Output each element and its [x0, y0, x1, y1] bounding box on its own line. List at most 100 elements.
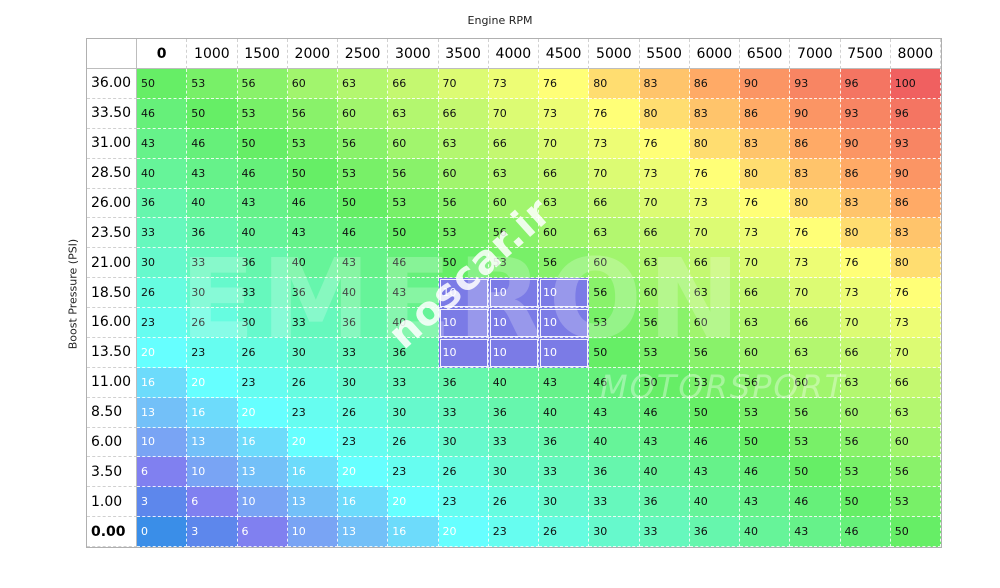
table-cell[interactable]: 43 [137, 128, 188, 159]
table-cell[interactable]: 3 [137, 487, 188, 518]
table-cell[interactable]: 56 [589, 278, 640, 308]
table-cell[interactable]: 53 [890, 487, 941, 518]
table-cell[interactable]: 26 [287, 367, 338, 398]
table-cell[interactable]: 10 [438, 278, 489, 308]
table-cell[interactable]: 20 [287, 427, 338, 458]
table-cell[interactable]: 60 [740, 337, 791, 368]
table-cell[interactable]: 80 [790, 188, 841, 219]
table-cell[interactable]: 70 [689, 218, 740, 249]
boost-row-label-31.00[interactable]: 31.00 [87, 128, 137, 159]
table-cell[interactable]: 76 [840, 248, 891, 279]
boost-row-label-11.00[interactable]: 11.00 [87, 367, 137, 398]
table-cell[interactable]: 46 [338, 218, 389, 249]
table-cell[interactable]: 30 [488, 457, 539, 488]
table-cell[interactable]: 76 [790, 218, 841, 249]
table-cell[interactable]: 63 [589, 218, 640, 249]
table-cell[interactable]: 36 [388, 337, 439, 368]
table-cell[interactable]: 16 [137, 367, 188, 398]
table-cell[interactable]: 23 [137, 308, 188, 338]
table-cell[interactable]: 70 [639, 188, 690, 219]
table-cell[interactable]: 73 [589, 128, 640, 159]
table-cell[interactable]: 36 [689, 517, 740, 547]
rpm-header-5000[interactable]: 5000 [589, 39, 640, 69]
table-cell[interactable]: 23 [388, 457, 439, 488]
boost-row-label-1.00[interactable]: 1.00 [87, 487, 137, 518]
table-cell[interactable]: 66 [790, 308, 841, 338]
table-cell[interactable]: 50 [840, 487, 891, 518]
table-cell[interactable]: 20 [388, 487, 439, 518]
table-cell[interactable]: 83 [740, 128, 791, 159]
rpm-header-6000[interactable]: 6000 [689, 39, 740, 69]
table-cell[interactable]: 46 [237, 158, 288, 189]
table-cell[interactable]: 90 [890, 158, 941, 189]
table-cell[interactable]: 60 [639, 278, 690, 308]
table-cell[interactable]: 16 [237, 427, 288, 458]
table-cell[interactable]: 20 [187, 367, 238, 398]
table-cell[interactable]: 20 [237, 397, 288, 428]
table-cell[interactable]: 76 [539, 69, 590, 99]
table-cell[interactable]: 0 [137, 517, 188, 547]
table-cell[interactable]: 23 [237, 367, 288, 398]
table-cell[interactable]: 66 [539, 158, 590, 189]
table-cell[interactable]: 90 [840, 128, 891, 159]
table-cell[interactable]: 36 [639, 487, 690, 518]
table-cell[interactable]: 43 [740, 487, 791, 518]
boost-row-label-16.00[interactable]: 16.00 [87, 308, 137, 338]
table-cell[interactable]: 30 [187, 278, 238, 308]
table-cell[interactable]: 53 [338, 158, 389, 189]
table-cell[interactable]: 56 [840, 427, 891, 458]
table-cell[interactable]: 66 [689, 248, 740, 279]
table-cell[interactable]: 46 [137, 98, 188, 129]
table-cell[interactable]: 80 [689, 128, 740, 159]
table-cell[interactable]: 40 [539, 397, 590, 428]
table-cell[interactable]: 86 [790, 128, 841, 159]
table-cell[interactable]: 56 [740, 367, 791, 398]
table-cell[interactable]: 76 [689, 158, 740, 189]
table-cell[interactable]: 46 [388, 248, 439, 279]
table-cell[interactable]: 26 [488, 487, 539, 518]
table-cell[interactable]: 53 [740, 397, 791, 428]
table-cell[interactable]: 33 [388, 367, 439, 398]
table-cell[interactable]: 96 [890, 98, 941, 129]
table-cell[interactable]: 66 [438, 98, 489, 129]
table-cell[interactable]: 63 [488, 158, 539, 189]
table-cell[interactable]: 100 [890, 69, 941, 99]
table-cell[interactable]: 26 [137, 278, 188, 308]
table-cell[interactable]: 80 [890, 248, 941, 279]
table-cell[interactable]: 60 [689, 308, 740, 338]
rpm-header-2500[interactable]: 2500 [338, 39, 389, 69]
rpm-header-3000[interactable]: 3000 [388, 39, 439, 69]
boost-row-label-0.00[interactable]: 0.00 [87, 517, 137, 547]
table-cell[interactable]: 43 [639, 427, 690, 458]
table-cell[interactable]: 96 [840, 69, 891, 99]
table-cell[interactable]: 33 [187, 248, 238, 279]
rpm-header-6500[interactable]: 6500 [740, 39, 791, 69]
boost-row-label-36.00[interactable]: 36.00 [87, 69, 137, 99]
table-cell[interactable]: 23 [438, 487, 489, 518]
boost-row-label-8.50[interactable]: 8.50 [87, 397, 137, 428]
table-cell[interactable]: 10 [488, 308, 539, 338]
table-cell[interactable]: 43 [790, 517, 841, 547]
table-cell[interactable]: 73 [488, 69, 539, 99]
table-cell[interactable]: 83 [790, 158, 841, 189]
table-cell[interactable]: 40 [740, 517, 791, 547]
table-cell[interactable]: 26 [539, 517, 590, 547]
table-cell[interactable]: 93 [790, 69, 841, 99]
table-cell[interactable]: 56 [689, 337, 740, 368]
table-cell[interactable]: 40 [237, 218, 288, 249]
table-cell[interactable]: 53 [689, 367, 740, 398]
table-cell[interactable]: 10 [438, 308, 489, 338]
table-cell[interactable]: 30 [137, 248, 188, 279]
table-cell[interactable]: 43 [689, 457, 740, 488]
rpm-header-4500[interactable]: 4500 [539, 39, 590, 69]
table-cell[interactable]: 33 [438, 397, 489, 428]
table-cell[interactable]: 66 [488, 128, 539, 159]
table-cell[interactable]: 63 [790, 337, 841, 368]
table-cell[interactable]: 50 [237, 128, 288, 159]
table-cell[interactable]: 30 [338, 367, 389, 398]
table-cell[interactable]: 43 [187, 158, 238, 189]
table-cell[interactable]: 36 [187, 218, 238, 249]
table-cell[interactable]: 60 [890, 427, 941, 458]
table-cell[interactable]: 56 [639, 308, 690, 338]
boost-row-label-28.50[interactable]: 28.50 [87, 158, 137, 189]
